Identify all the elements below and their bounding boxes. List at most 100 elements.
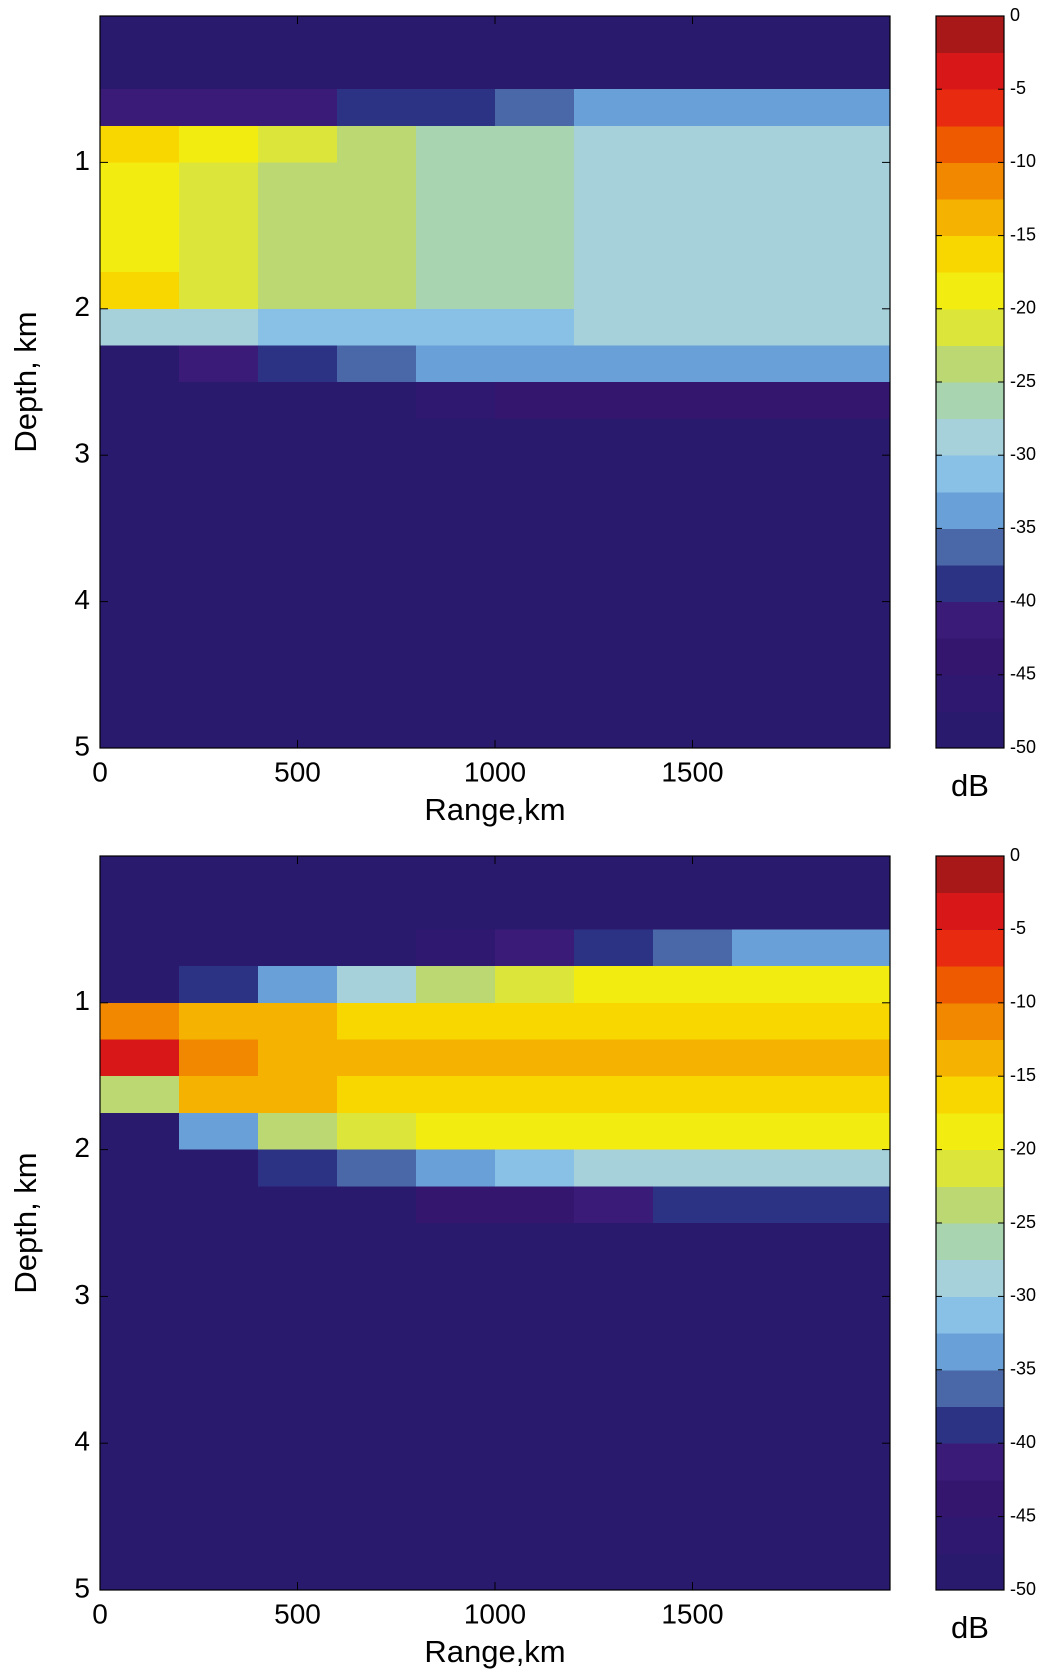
heatmap-cell <box>732 1369 812 1407</box>
heatmap-cell <box>100 674 180 712</box>
heatmap-cell <box>416 52 496 90</box>
heatmap-cell <box>574 455 654 493</box>
heatmap-cell <box>258 1002 338 1040</box>
heatmap-cell <box>258 1479 338 1518</box>
heatmap-cell <box>416 1516 496 1554</box>
heatmap-cell <box>495 674 575 712</box>
heatmap-cell <box>811 601 891 639</box>
heatmap-cell <box>337 1223 417 1261</box>
heatmap-cell <box>179 565 259 603</box>
heatmap-cell <box>574 1039 654 1077</box>
heatmap-cell <box>732 199 812 237</box>
heatmap-cell <box>653 199 733 237</box>
y-tick-label: 3 <box>74 438 90 469</box>
heatmap-cell <box>337 638 417 676</box>
heatmap-cell <box>258 382 338 420</box>
colorbar-tick-label: -15 <box>1010 224 1036 244</box>
heatmap-cell <box>653 1406 733 1444</box>
heatmap-cell <box>179 1333 259 1371</box>
heatmap-cell <box>337 1112 417 1151</box>
colorbar-tick-label: 0 <box>1010 5 1020 25</box>
heatmap-cell <box>574 1479 654 1518</box>
heatmap-cell <box>653 601 733 639</box>
heatmap-cell <box>100 601 180 639</box>
heatmap-cell <box>811 856 891 894</box>
heatmap-cell <box>732 1076 812 1114</box>
heatmap-cell <box>732 711 812 749</box>
heatmap-cell <box>574 272 654 310</box>
heatmap-cell <box>179 674 259 712</box>
heatmap-cell <box>258 1259 338 1297</box>
heatmap-cell <box>416 528 496 566</box>
y-tick-label: 3 <box>74 1279 90 1310</box>
colorbar-swatch <box>936 638 1004 676</box>
heatmap-cell <box>337 52 417 90</box>
heatmap-cell <box>100 1039 180 1077</box>
colorbar-swatch <box>936 418 1004 456</box>
heatmap-cell <box>811 1039 891 1077</box>
colorbar-label: dB <box>951 1610 989 1645</box>
heatmap-cell <box>732 1553 812 1591</box>
heatmap-cell <box>337 1406 417 1444</box>
heatmap-cell <box>732 856 812 894</box>
heatmap-cell <box>653 235 733 273</box>
heatmap-cell <box>732 455 812 493</box>
heatmap-cell <box>495 1149 575 1187</box>
colorbar-swatch <box>936 1186 1004 1224</box>
heatmap-cell <box>732 1002 812 1040</box>
heatmap-cell <box>100 1479 180 1518</box>
heatmap-cell <box>416 125 496 163</box>
heatmap-cell <box>100 929 180 967</box>
heatmap-cell <box>653 966 733 1004</box>
colorbar-swatch <box>936 601 1004 639</box>
colorbar-swatch <box>936 1002 1004 1040</box>
heatmap-cell <box>732 491 812 529</box>
heatmap-cell <box>811 1516 891 1554</box>
heatmap-cell <box>416 565 496 603</box>
colorbar-swatch <box>936 674 1004 712</box>
heatmap-cell <box>574 1516 654 1554</box>
heatmap-cell <box>732 1112 812 1151</box>
heatmap-cell <box>100 418 180 456</box>
heatmap-cell <box>416 235 496 273</box>
heatmap-cell <box>100 382 180 420</box>
heatmap-cell <box>811 455 891 493</box>
x-axis-label: Range,km <box>424 792 565 827</box>
heatmap-cell <box>416 711 496 749</box>
heatmap-cell <box>574 89 654 127</box>
heatmap-cell <box>337 345 417 383</box>
heatmap-cell <box>732 418 812 456</box>
colorbar-swatch <box>936 52 1004 90</box>
heatmap-cell <box>258 528 338 566</box>
heatmap-cell <box>653 382 733 420</box>
heatmap-cell <box>100 1259 180 1297</box>
heatmap-cell <box>574 162 654 200</box>
heatmap-cell <box>179 1259 259 1297</box>
heatmap-cell <box>495 382 575 420</box>
heatmap-cell <box>179 601 259 639</box>
colorbar-swatch <box>936 711 1004 749</box>
y-tick-label: 1 <box>74 145 90 176</box>
heatmap-cell <box>100 16 180 54</box>
heatmap-cell <box>574 601 654 639</box>
heatmap-cell <box>495 1369 575 1407</box>
heatmap-cell <box>732 1223 812 1261</box>
heatmap-cell <box>811 1002 891 1040</box>
heatmap-cell <box>416 929 496 967</box>
heatmap-cell <box>179 1002 259 1040</box>
heatmap-cell <box>495 308 575 346</box>
colorbar-tick-label: -35 <box>1010 1359 1036 1379</box>
heatmap-cell <box>811 52 891 90</box>
colorbar-swatch <box>936 565 1004 603</box>
heatmap-cell <box>100 345 180 383</box>
colorbar-swatch <box>936 1039 1004 1077</box>
heatmap-cell <box>337 1516 417 1554</box>
heatmap-cell <box>653 892 733 930</box>
colorbar-swatch <box>936 345 1004 383</box>
heatmap-cell <box>179 418 259 456</box>
heatmap-cell <box>495 418 575 456</box>
heatmap-cell <box>100 125 180 163</box>
heatmap-cell <box>100 491 180 529</box>
heatmap-cell <box>337 1553 417 1591</box>
heatmap-cell <box>179 199 259 237</box>
